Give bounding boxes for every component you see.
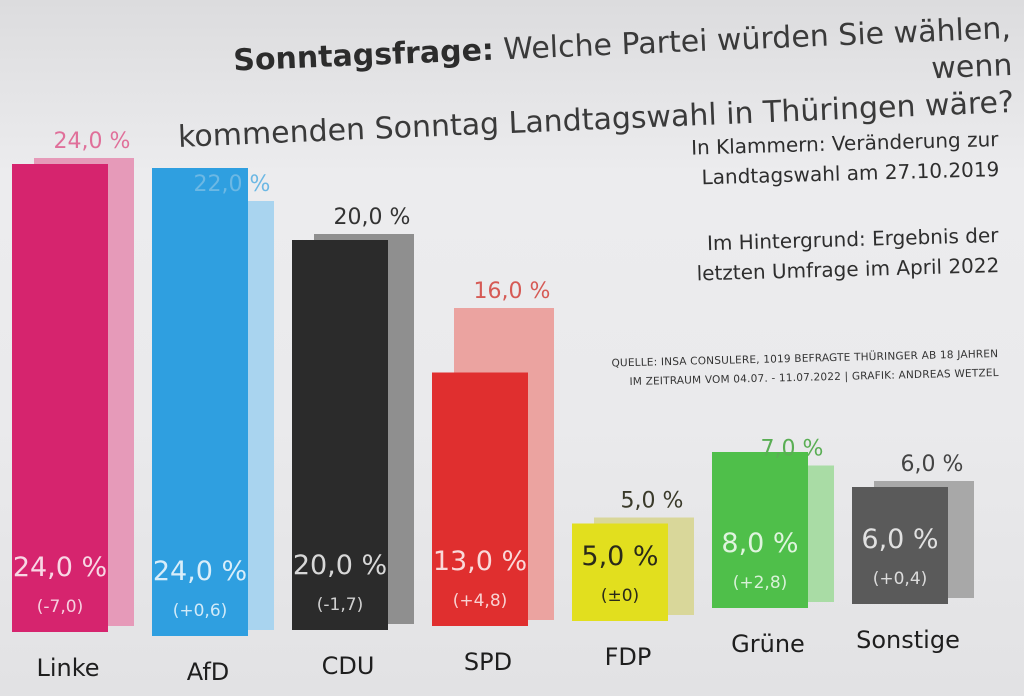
category-label-linke: Linke [36,654,99,682]
change-label-spd: (+4,8) [453,591,508,611]
category-label-fdp: FDP [605,643,652,671]
change-label-fdp: (±0) [601,586,639,606]
bar-spd [432,372,528,626]
bg-value-label-cdu: 20,0 % [334,205,411,230]
category-label-spd: SPD [464,648,512,676]
bar-linke [12,164,108,632]
category-label-sonstige: Sonstige [856,626,960,654]
bar-gruene [712,452,808,608]
change-label-cdu: (-1,7) [317,595,363,615]
value-label-gruene: 8,0 % [721,528,798,559]
value-label-linke: 24,0 % [13,552,107,583]
bar-afd [152,168,248,636]
change-label-afd: (+0,6) [173,601,228,621]
bar-sonstige [852,487,948,604]
bg-value-label-fdp: 5,0 % [621,489,684,514]
category-label-cdu: CDU [322,652,375,680]
bar-cdu [292,240,388,630]
bg-value-label-sonstige: 6,0 % [901,452,964,477]
category-label-afd: AfD [187,658,230,686]
value-label-fdp: 5,0 % [581,541,658,572]
value-label-afd: 24,0 % [153,556,247,587]
bg-value-label-gruene: 7,0 % [761,437,824,462]
bg-value-label-linke: 24,0 % [54,129,131,154]
category-label-gruene: Grüne [731,630,805,658]
value-label-sonstige: 6,0 % [861,524,938,555]
bar-fdp [572,523,668,621]
change-label-gruene: (+2,8) [733,573,788,593]
change-label-linke: (-7,0) [37,597,83,617]
value-label-spd: 13,0 % [433,546,527,577]
bg-value-label-spd: 16,0 % [474,279,551,304]
change-label-sonstige: (+0,4) [873,569,928,589]
bg-value-label-afd: 22,0 % [194,172,271,197]
value-label-cdu: 20,0 % [293,550,387,581]
